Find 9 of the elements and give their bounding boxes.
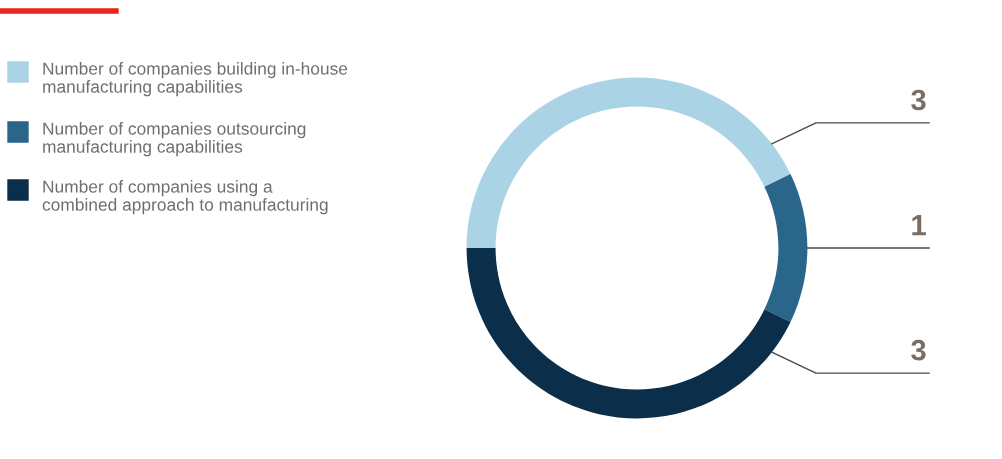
data-label: 1 (912, 215, 926, 236)
donut-slice (466, 248, 791, 419)
legend-label: Number of companies building in-house manufacturing capabilities (43, 62, 348, 97)
data-label: 3 (911, 339, 926, 361)
donut-slice (764, 174, 808, 322)
legend-label: Number of companies using a combined approach to manufacturing (42, 180, 328, 215)
donut-slice (466, 77, 791, 248)
legend-label: Number of companies outsourcing manufacturing capabilities (43, 122, 306, 157)
data-label: 3 (911, 89, 926, 111)
